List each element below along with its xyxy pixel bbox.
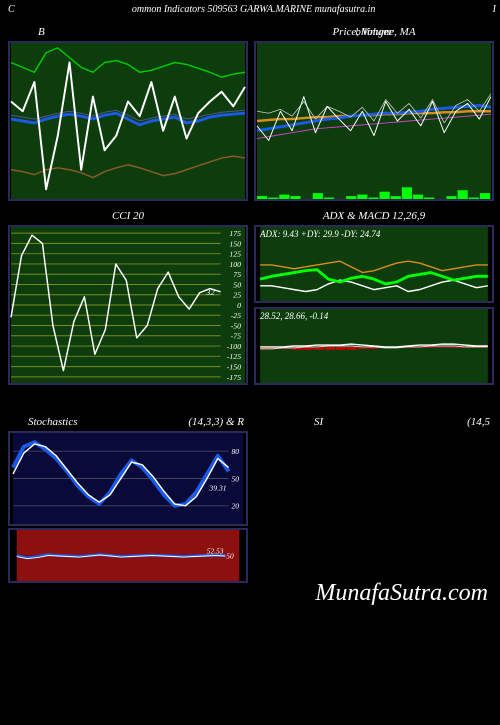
p1-title: B bbox=[38, 26, 45, 38]
svg-text:32: 32 bbox=[205, 287, 215, 297]
panel-stoch-sub: 52.5350 bbox=[8, 528, 248, 583]
svg-text:100: 100 bbox=[229, 260, 241, 269]
svg-text:50: 50 bbox=[233, 280, 241, 289]
svg-text:-150: -150 bbox=[227, 363, 241, 372]
panel-stoch: Stochastics (14,3,3) & R 80 50 20 39.31 bbox=[8, 413, 248, 526]
svg-text:50: 50 bbox=[231, 474, 239, 483]
svg-text:20: 20 bbox=[231, 502, 239, 511]
svg-text:75: 75 bbox=[233, 270, 241, 279]
svg-text:-25: -25 bbox=[231, 311, 241, 320]
svg-text:-100: -100 bbox=[227, 342, 241, 351]
panel-cci: CCI 20 1751501251007550250-25-50-75-100-… bbox=[8, 207, 248, 385]
chart-cci: 175150 1251007550 250-25-50 -75-100-125 -150… bbox=[10, 227, 246, 383]
svg-text:175: 175 bbox=[229, 229, 241, 238]
page-header: C ommon Indicators 509563 GARWA.MARINE m… bbox=[0, 0, 500, 23]
adx-label: ADX: 9.43 +DY: 29.9 -DY: 24.74 bbox=[260, 229, 380, 239]
svg-text:52.53: 52.53 bbox=[207, 547, 224, 556]
svg-text:0: 0 bbox=[237, 301, 241, 310]
p5-title-r: (14,3,3) & R bbox=[188, 416, 244, 428]
svg-text:150: 150 bbox=[229, 239, 241, 248]
panel-rsi: SI (14,5 bbox=[254, 413, 494, 526]
p5-title-l: Stochastics bbox=[28, 416, 78, 428]
header-prefix: C bbox=[8, 4, 15, 15]
macd-label: 28.52, 28.66, -0.14 bbox=[260, 311, 328, 321]
p3-title: CCI 20 bbox=[112, 210, 144, 222]
p4-title: ADX & MACD 12,26,9 bbox=[323, 210, 425, 222]
panel-adx-macd: ADX & MACD 12,26,9 ADX: 9.43 +DY: 29.9 -… bbox=[254, 207, 494, 385]
header-text: ommon Indicators 509563 GARWA.MARINE mun… bbox=[132, 4, 376, 15]
panel-bollinger: B bbox=[8, 23, 248, 201]
svg-text:25: 25 bbox=[233, 291, 241, 300]
chart-stoch-sub: 52.5350 bbox=[10, 530, 246, 581]
panel-price: Price, Volume, MA bllimger bbox=[254, 23, 494, 201]
svg-text:-75: -75 bbox=[231, 332, 241, 341]
svg-text:125: 125 bbox=[229, 250, 241, 259]
svg-text:80: 80 bbox=[231, 447, 239, 456]
header-suffix: I bbox=[493, 4, 496, 15]
chart-stoch: 80 50 20 39.31 bbox=[10, 433, 246, 524]
p5b-title-r: (14,5 bbox=[467, 416, 490, 428]
chart-price bbox=[256, 43, 492, 199]
svg-text:39.31: 39.31 bbox=[208, 483, 226, 492]
svg-text:-175: -175 bbox=[227, 373, 241, 382]
svg-text:-50: -50 bbox=[231, 321, 241, 330]
p2-title-ov: bllimger bbox=[355, 26, 392, 38]
p5b-title-l: SI bbox=[314, 416, 323, 428]
svg-text:50: 50 bbox=[226, 551, 234, 560]
chart-bollinger bbox=[10, 43, 246, 199]
svg-text:-125: -125 bbox=[227, 352, 241, 361]
watermark: MunafaSutra.com bbox=[315, 580, 488, 607]
